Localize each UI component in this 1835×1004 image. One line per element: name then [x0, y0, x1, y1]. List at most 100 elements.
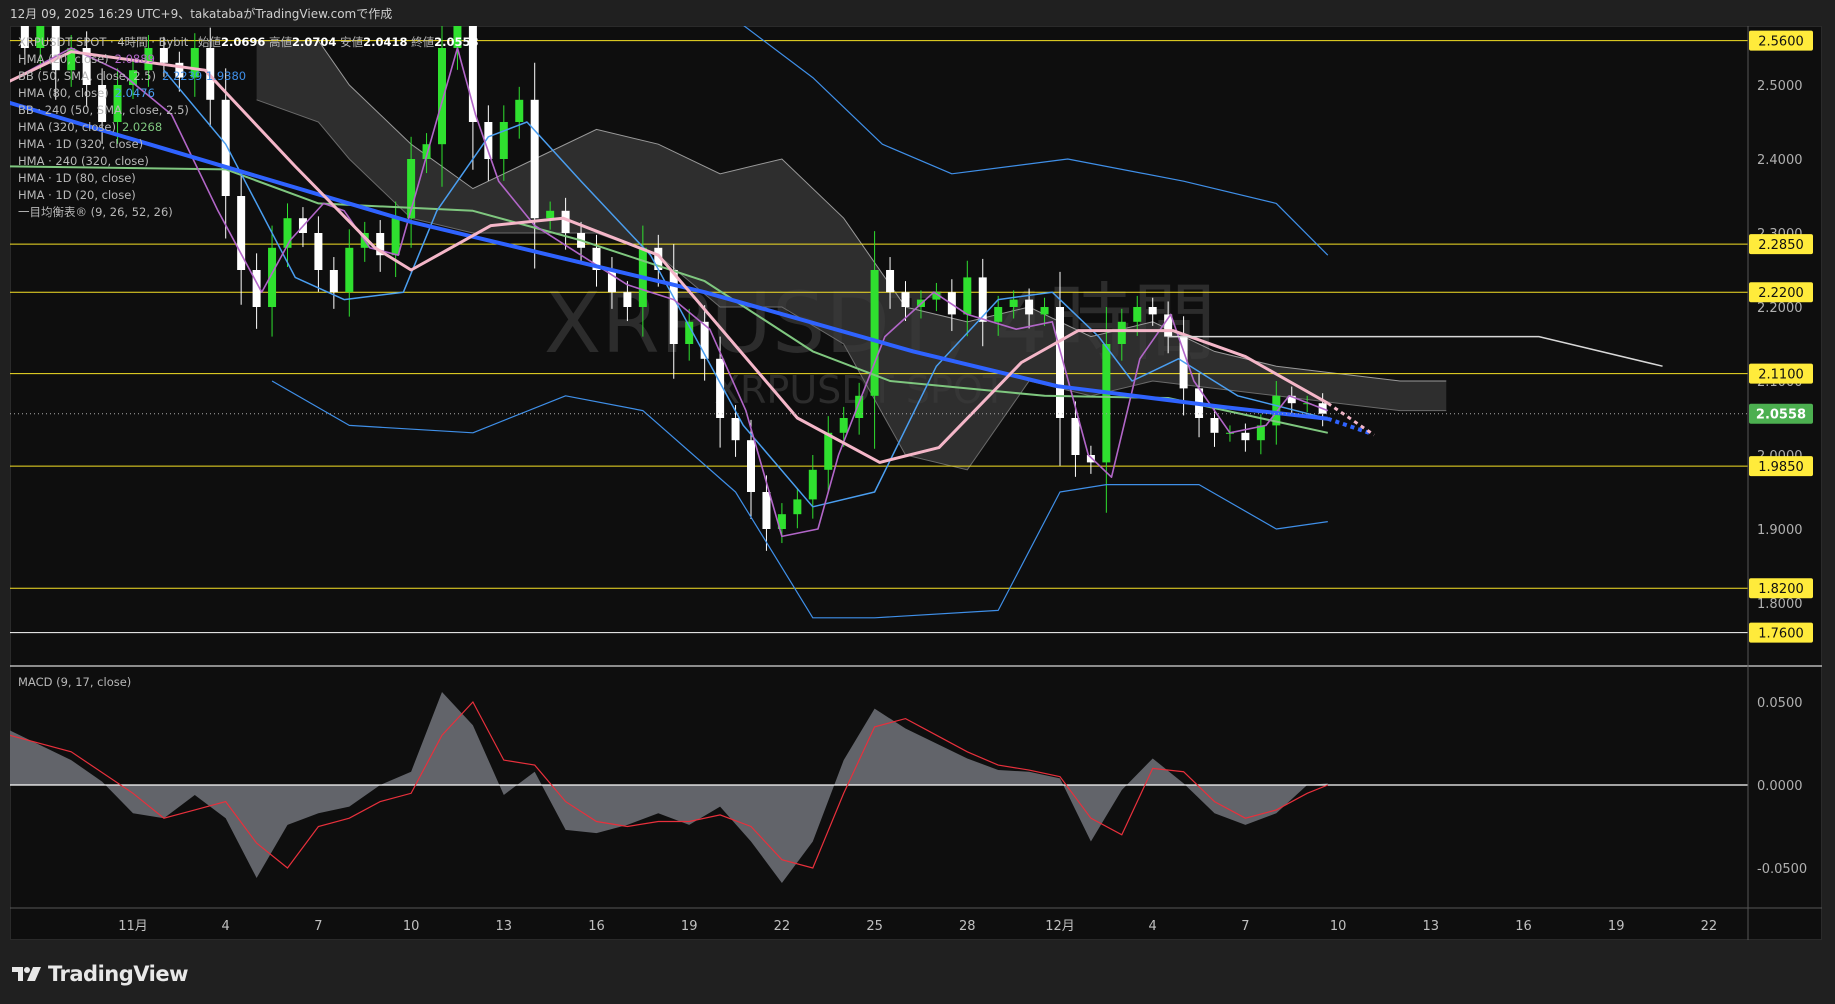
indicator-name: HMA · 1D (80, close) [18, 171, 136, 185]
tradingview-logo[interactable]: TradingView [12, 962, 188, 986]
candle-body [886, 270, 895, 293]
low-label: 安値 [340, 35, 364, 49]
time-tick-label: 11月 [118, 919, 148, 934]
candle-body [422, 144, 431, 159]
time-tick-label: 16 [588, 919, 605, 934]
candle-body [855, 395, 864, 418]
time-tick-label: 4 [1149, 919, 1157, 934]
candle-body [731, 418, 740, 441]
level-label: 1.8200 [1758, 582, 1804, 597]
price-tick-label: 2.2000 [1757, 301, 1803, 316]
time-tick-label: 19 [681, 919, 698, 934]
candle-body [793, 499, 802, 515]
level-label: 2.1100 [1758, 368, 1804, 383]
indicator-name: 一目均衡表® (9, 26, 52, 26) [18, 205, 173, 219]
legend-indicator[interactable]: HMA · 1D (320, close) [18, 136, 479, 153]
candle-body [252, 270, 261, 307]
hma1d20-extension [1326, 401, 1375, 437]
indicator-name: HMA (80, close) [18, 86, 109, 100]
legend-indicator[interactable]: HMA (20, close) 2.0889 [18, 51, 479, 68]
projection-line[interactable] [1168, 335, 1663, 367]
candle-body [963, 277, 972, 315]
time-tick-label: 19 [1608, 919, 1625, 934]
open-value: 2.0696 [220, 35, 266, 49]
level-label-bg [1749, 30, 1813, 51]
candle-body [824, 432, 833, 470]
legend-indicator[interactable]: HMA · 240 (320, close) [18, 153, 479, 170]
candle-body [268, 247, 277, 307]
candle-body [1133, 307, 1142, 322]
legend-indicator[interactable]: HMA · 1D (20, close) [18, 187, 479, 204]
candle-body [808, 469, 817, 500]
bb-line [271, 380, 1328, 619]
candle-body [1287, 395, 1296, 404]
candle-body [51, 26, 60, 71]
legend-indicator[interactable]: 一目均衡表® (9, 26, 52, 26) [18, 204, 479, 221]
close-label: 終値 [411, 35, 435, 49]
legend-indicator[interactable]: BB (50, SMA, close, 2.5) 2.2239 1.9380 [18, 68, 479, 85]
time-tick-label: 22 [774, 919, 791, 934]
price-tick-label: 2.5000 [1757, 79, 1803, 94]
candle-body [1164, 314, 1173, 337]
level-label: 2.5600 [1758, 35, 1804, 50]
chart-caption: 12月 09, 2025 16:29 UTC+9、takatabaがTradin… [10, 7, 393, 21]
candle-body [175, 62, 184, 78]
legend-indicator[interactable]: HMA · 1D (80, close) [18, 170, 479, 187]
candle-body [762, 492, 771, 529]
candle-body [669, 270, 678, 344]
indicator-name: HMA (20, close) [18, 52, 109, 66]
indicator-name: HMA · 240 (320, close) [18, 154, 149, 168]
legend-indicator[interactable]: BB · 240 (50, SMA, close, 2.5) [18, 102, 479, 119]
high-label: 高値 [269, 35, 293, 49]
last-price-label: 2.0558 [1756, 408, 1806, 423]
candle-body [901, 292, 910, 307]
hma320-line [10, 100, 1329, 421]
candle-body [1102, 344, 1111, 463]
candle-body [67, 48, 76, 71]
candle-body [468, 26, 477, 122]
legend-indicator[interactable]: HMA (320, close) 2.0268 [18, 119, 479, 136]
macd-label[interactable]: MACD (9, 17, close) [18, 675, 132, 689]
macd-pane[interactable] [9, 692, 1748, 883]
candle-body [129, 70, 137, 85]
macd-tick-label: 0.0500 [1757, 696, 1803, 711]
price-tick-label: 2.4000 [1757, 153, 1803, 168]
price-tick-label: 1.8000 [1757, 597, 1803, 612]
candle-body [530, 99, 539, 219]
time-tick-label: 13 [496, 919, 513, 934]
candle-body [221, 99, 230, 196]
candle-body [144, 48, 153, 71]
candle-body [654, 247, 663, 270]
legend-symbol-line[interactable]: XRPUSDT SPOT · 4時間 · Bybit 始値2.0696 高値2.… [18, 34, 479, 51]
logo-text: TradingView [48, 962, 188, 986]
candle-body [700, 321, 709, 359]
candle-body [82, 48, 91, 85]
price-pane[interactable]: XRPUSDT, 4時間XRPUSDT SPOT [5, 0, 1748, 634]
time-tick-label: 22 [1701, 919, 1718, 934]
candle-body [98, 85, 107, 122]
macd-signal-line [10, 700, 1329, 869]
indicator-name: HMA (320, close) [18, 120, 116, 134]
time-tick-label: 28 [959, 919, 976, 934]
candle-body [1148, 307, 1157, 315]
close-value: 2.0558 [434, 35, 479, 49]
time-tick-label: 25 [866, 919, 883, 934]
bb-line [743, 26, 1329, 256]
macd-tick-label: 0.0000 [1757, 779, 1803, 794]
candle-body [159, 48, 168, 63]
hma1d20-line [10, 50, 1329, 464]
legend-indicator[interactable]: HMA (80, close) 2.0476 [18, 85, 479, 102]
candle-body [1040, 307, 1049, 315]
candle-body [376, 233, 385, 256]
candle-body [20, 26, 29, 48]
candle-body [407, 159, 416, 219]
level-label: 1.9850 [1758, 460, 1804, 475]
last-price-label-bg [1749, 403, 1813, 424]
candle-body [484, 122, 493, 159]
time-tick-label: 7 [314, 919, 322, 934]
candle-body [561, 210, 570, 233]
ichimoku-cloud [256, 40, 1447, 470]
candle-body [1071, 418, 1080, 455]
candle-body [1256, 425, 1265, 441]
